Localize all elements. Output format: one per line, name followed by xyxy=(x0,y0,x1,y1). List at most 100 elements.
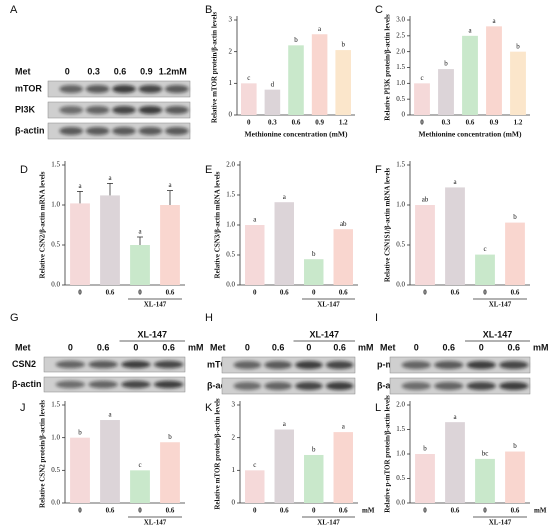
y-tick-label: 1 xyxy=(229,79,233,87)
blot-band xyxy=(264,361,292,369)
bar xyxy=(274,429,294,503)
y-axis-label: Relative PI3K protein/β-actin levels xyxy=(384,14,392,121)
blot-band xyxy=(121,360,151,369)
x-tick-label: 0 xyxy=(312,507,316,515)
y-tick-label: 0.0 xyxy=(396,499,405,507)
bar xyxy=(475,254,495,285)
blot-header: Met xyxy=(380,342,396,352)
panel-label: J xyxy=(20,402,26,414)
significance-letter: a xyxy=(468,26,472,34)
blot-band xyxy=(164,106,189,114)
y-tick-label: 0.5 xyxy=(396,241,405,249)
significance-letter: c xyxy=(420,74,423,82)
bar xyxy=(505,222,525,285)
blot-band xyxy=(264,382,292,390)
significance-letter: a xyxy=(108,411,112,419)
bar xyxy=(333,432,353,503)
significance-letter: b xyxy=(423,445,427,453)
y-tick-label: 0.5 xyxy=(51,466,60,474)
y-tick-label: 0.0 xyxy=(51,499,60,507)
panel-label: B xyxy=(205,4,212,16)
y-tick-label: 0 xyxy=(232,499,236,507)
x-tick-label: 0 xyxy=(247,119,251,127)
blot-band xyxy=(499,361,529,369)
y-tick-label: 0.0 xyxy=(226,281,235,289)
group-label: XL-147 xyxy=(144,301,167,309)
y-tick-label: 1.0 xyxy=(226,221,235,229)
panel-label: D xyxy=(20,164,28,176)
blot-band xyxy=(295,382,323,390)
lane-label: 0.6 xyxy=(272,342,285,352)
bar xyxy=(245,225,265,285)
y-tick-label: 2 xyxy=(229,47,233,55)
significance-letter: b xyxy=(294,36,298,44)
x-tick-label: 0.3 xyxy=(442,119,451,127)
bar xyxy=(304,259,324,285)
blot-band xyxy=(434,361,464,369)
bar xyxy=(274,202,294,285)
x-tick-label: 0 xyxy=(312,289,316,297)
bar xyxy=(475,458,495,503)
lane-label: 0.6 xyxy=(97,342,110,352)
blot-band xyxy=(401,382,431,390)
blot-band xyxy=(85,127,110,135)
bar xyxy=(335,50,351,116)
x-tick-label: 0.6 xyxy=(339,289,348,297)
unit-label: mM xyxy=(188,342,204,352)
row-label: β-actin xyxy=(12,379,42,389)
y-tick-label: 0.5 xyxy=(226,251,235,259)
y-tick-label: 1 xyxy=(232,466,236,474)
x-tick-label: 0.6 xyxy=(166,289,175,297)
y-tick-label: 1.5 xyxy=(396,161,405,169)
y-axis-label: Relative CSN1S1/β-actin mRNA levels xyxy=(384,168,392,283)
blot-band xyxy=(85,106,110,114)
blot-band xyxy=(325,361,354,369)
significance-letter: b xyxy=(312,446,316,454)
group-label: XL-147 xyxy=(309,329,339,339)
significance-letter: c xyxy=(483,245,486,253)
y-tick-label: 1.0 xyxy=(396,201,405,209)
significance-letter: c xyxy=(253,461,256,469)
blot-band xyxy=(59,85,84,93)
panel-label: I xyxy=(375,312,378,324)
significance-letter: d xyxy=(271,80,275,88)
significance-letter: a xyxy=(342,423,346,431)
blot-band xyxy=(112,106,136,114)
significance-letter: b xyxy=(513,442,517,450)
row-label: PI3K xyxy=(15,104,36,114)
group-label: XL-147 xyxy=(317,519,340,525)
blot-header: Met xyxy=(210,342,226,352)
y-tick-label: 3 xyxy=(229,16,233,24)
blot-band xyxy=(153,380,184,389)
bar xyxy=(415,205,435,285)
y-tick-label: 1.0 xyxy=(396,450,405,458)
significance-letter: a xyxy=(492,17,496,25)
blot-band xyxy=(121,380,151,389)
significance-letter: b xyxy=(516,42,520,50)
bar xyxy=(241,83,257,115)
y-tick-label: 2.0 xyxy=(396,401,405,409)
blot-band xyxy=(59,127,84,135)
bar xyxy=(304,454,324,503)
y-tick-label: 0.0 xyxy=(51,281,60,289)
x-axis-label: Methionine concentration (mM) xyxy=(245,130,348,139)
panel-label: A xyxy=(10,4,18,16)
y-tick-label: 1.0 xyxy=(51,433,60,441)
y-tick-label: 2.0 xyxy=(226,161,235,169)
x-tick-label: 0 xyxy=(253,289,257,297)
significance-letter: b xyxy=(341,41,345,49)
row-label: β-actin xyxy=(15,125,45,135)
y-tick-label: 1.5 xyxy=(396,425,405,433)
significance-letter: b xyxy=(444,60,448,68)
blot-band xyxy=(466,361,496,369)
x-tick-label: 0.6 xyxy=(466,119,475,127)
blot-band xyxy=(112,127,136,135)
unit-label: mM xyxy=(533,342,549,352)
significance-letter: ab xyxy=(340,220,347,228)
bar xyxy=(505,451,525,503)
group-label: XL-147 xyxy=(483,329,513,339)
lane-label: 0 xyxy=(245,342,250,352)
panel-label: G xyxy=(10,312,19,324)
x-tick-label: 1.2 xyxy=(339,119,348,127)
significance-letter: a xyxy=(138,228,142,236)
